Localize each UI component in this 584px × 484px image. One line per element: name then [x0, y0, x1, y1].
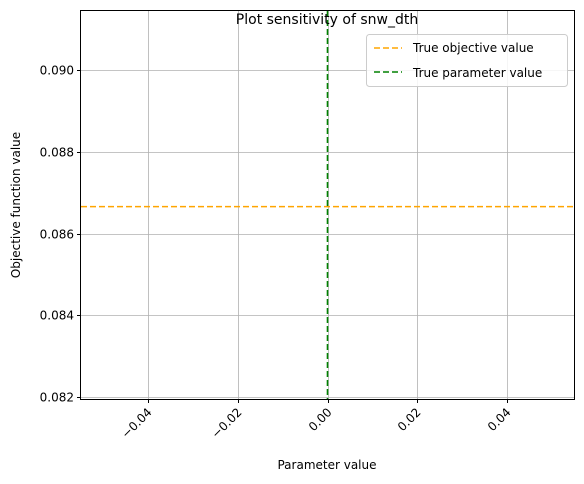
- plot-area-frame: [80, 10, 575, 400]
- legend-label-objective: True objective value: [412, 41, 534, 55]
- legend: True objective value True parameter valu…: [366, 34, 568, 87]
- series-layer: [81, 11, 574, 399]
- y-tick-label: 0.090: [40, 64, 74, 78]
- legend-label-parameter: True parameter value: [412, 66, 542, 80]
- legend-box: [366, 34, 568, 87]
- x-axis-label: Parameter value: [277, 458, 376, 472]
- y-axis-label: Objective function value: [9, 132, 23, 278]
- y-tick-label: 0.084: [40, 309, 74, 323]
- chart-title: Plot sensitivity of snw_dth: [236, 12, 418, 28]
- y-tick-label: 0.088: [40, 146, 74, 160]
- y-axis-ticks: 0.082 0.084 0.086 0.088 0.090: [40, 64, 81, 405]
- y-tick-label: 0.082: [40, 391, 74, 405]
- y-tick-label: 0.086: [40, 228, 74, 242]
